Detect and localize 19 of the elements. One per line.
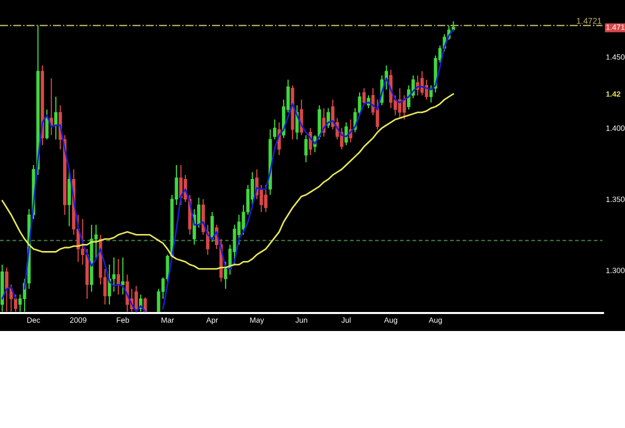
candlestick <box>224 261 228 290</box>
line-series <box>1 93 454 270</box>
candlestick <box>179 164 183 206</box>
candlestick <box>54 96 58 140</box>
candlestick <box>116 258 120 296</box>
candlestick <box>376 99 380 130</box>
candlestick <box>5 266 8 312</box>
candlestick <box>273 118 276 140</box>
candlestick <box>424 79 428 100</box>
candlestick <box>304 134 308 163</box>
candlestick <box>210 211 214 242</box>
candlestick <box>144 296 147 312</box>
candlestick <box>108 264 112 306</box>
candlestick <box>45 108 49 140</box>
candlestick <box>344 122 348 146</box>
ref-line-label: 1.4721 <box>576 18 602 24</box>
candlestick <box>308 127 312 156</box>
candlestick <box>232 224 236 266</box>
candlestick <box>121 256 124 296</box>
